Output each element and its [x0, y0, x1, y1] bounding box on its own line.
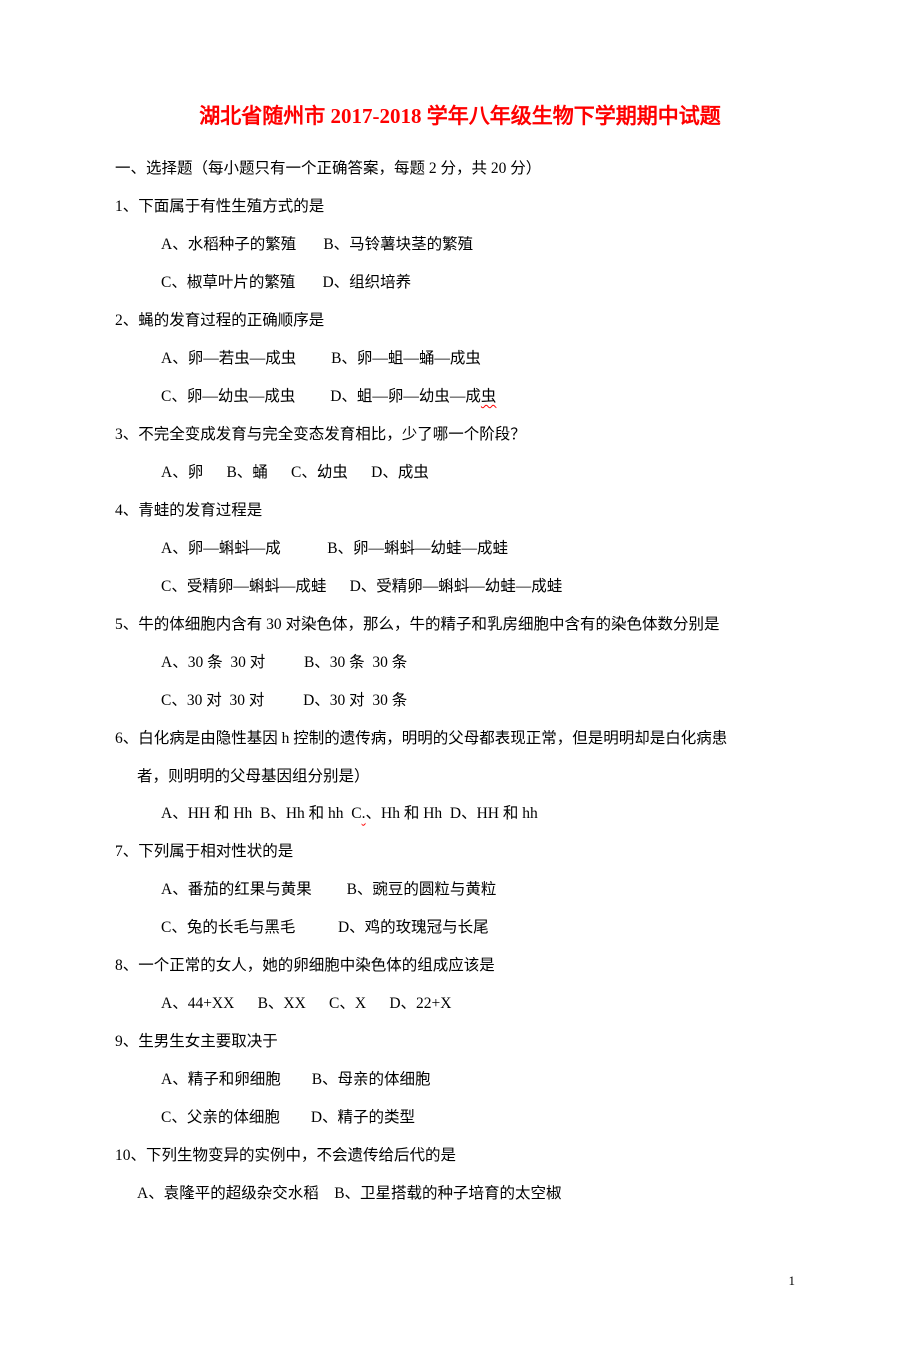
question-9: 9、生男生女主要取决于: [115, 1023, 805, 1061]
question-8: 8、一个正常的女人，她的卵细胞中染色体的组成应该是: [115, 947, 805, 985]
question-7-options-1: A、番茄的红果与黄果 B、豌豆的圆粒与黄粒: [115, 871, 805, 909]
question-4-options-2: C、受精卵—蝌蚪—成蛙 D、受精卵—蝌蚪—幼蛙—成蛙: [115, 568, 805, 606]
question-6-continue: 者，则明明的父母基因组分别是）: [115, 758, 805, 796]
question-10: 10、下列生物变异的实例中，不会遗传给后代的是: [115, 1137, 805, 1175]
question-2-options-1: A、卵—若虫—成虫 B、卵—蛆—蛹—成虫: [115, 340, 805, 378]
question-4: 4、青蛙的发育过程是: [115, 492, 805, 530]
question-3-options-1: A、卵 B、蛹 C、幼虫 D、成虫: [115, 454, 805, 492]
question-2-options-2: C、卵—幼虫—成虫 D、蛆—卵—幼虫—成虫: [115, 378, 805, 416]
question-1-options-1: A、水稻种子的繁殖 B、马铃薯块茎的繁殖: [115, 226, 805, 264]
question-5-options-1: A、30 条 30 对 B、30 条 30 条: [115, 644, 805, 682]
question-7-options-2: C、兔的长毛与黑毛 D、鸡的玫瑰冠与长尾: [115, 909, 805, 947]
question-1-options-2: C、椒草叶片的繁殖 D、组织培养: [115, 264, 805, 302]
page-number: 1: [115, 1273, 805, 1289]
wavy-underline: 虫: [481, 388, 497, 405]
question-7: 7、下列属于相对性状的是: [115, 833, 805, 871]
question-5-options-2: C、30 对 30 对 D、30 对 30 条: [115, 682, 805, 720]
question-2: 2、蝇的发育过程的正确顺序是: [115, 302, 805, 340]
question-1: 1、下面属于有性生殖方式的是: [115, 188, 805, 226]
document-title: 湖北省随州市 2017-2018 学年八年级生物下学期期中试题: [115, 100, 805, 130]
question-9-options-2: C、父亲的体细胞 D、精子的类型: [115, 1099, 805, 1137]
section-header: 一、选择题（每小题只有一个正确答案，每题 2 分，共 20 分）: [115, 150, 805, 188]
question-3: 3、不完全变成发育与完全变态发育相比，少了哪一个阶段？: [115, 416, 805, 454]
question-6: 6、白化病是由隐性基因 h 控制的遗传病，明明的父母都表现正常，但是明明却是白化…: [115, 720, 805, 758]
question-10-options-1: A、袁隆平的超级杂交水稻 B、卫星搭载的种子培育的太空椒: [115, 1175, 805, 1213]
question-4-options-1: A、卵—蝌蚪—成 B、卵—蝌蚪—幼蛙—成蛙: [115, 530, 805, 568]
page-container: 湖北省随州市 2017-2018 学年八年级生物下学期期中试题 一、选择题（每小…: [0, 0, 920, 1349]
question-8-options-1: A、44+XX B、XX C、X D、22+X: [115, 985, 805, 1023]
wavy-underline: .: [362, 805, 366, 822]
question-9-options-1: A、精子和卵细胞 B、母亲的体细胞: [115, 1061, 805, 1099]
question-6-options-1: A、HH 和 Hh B、Hh 和 hh C.、Hh 和 Hh D、HH 和 hh: [115, 795, 805, 833]
question-5: 5、牛的体细胞内含有 30 对染色体，那么，牛的精子和乳房细胞中含有的染色体数分…: [115, 606, 805, 644]
